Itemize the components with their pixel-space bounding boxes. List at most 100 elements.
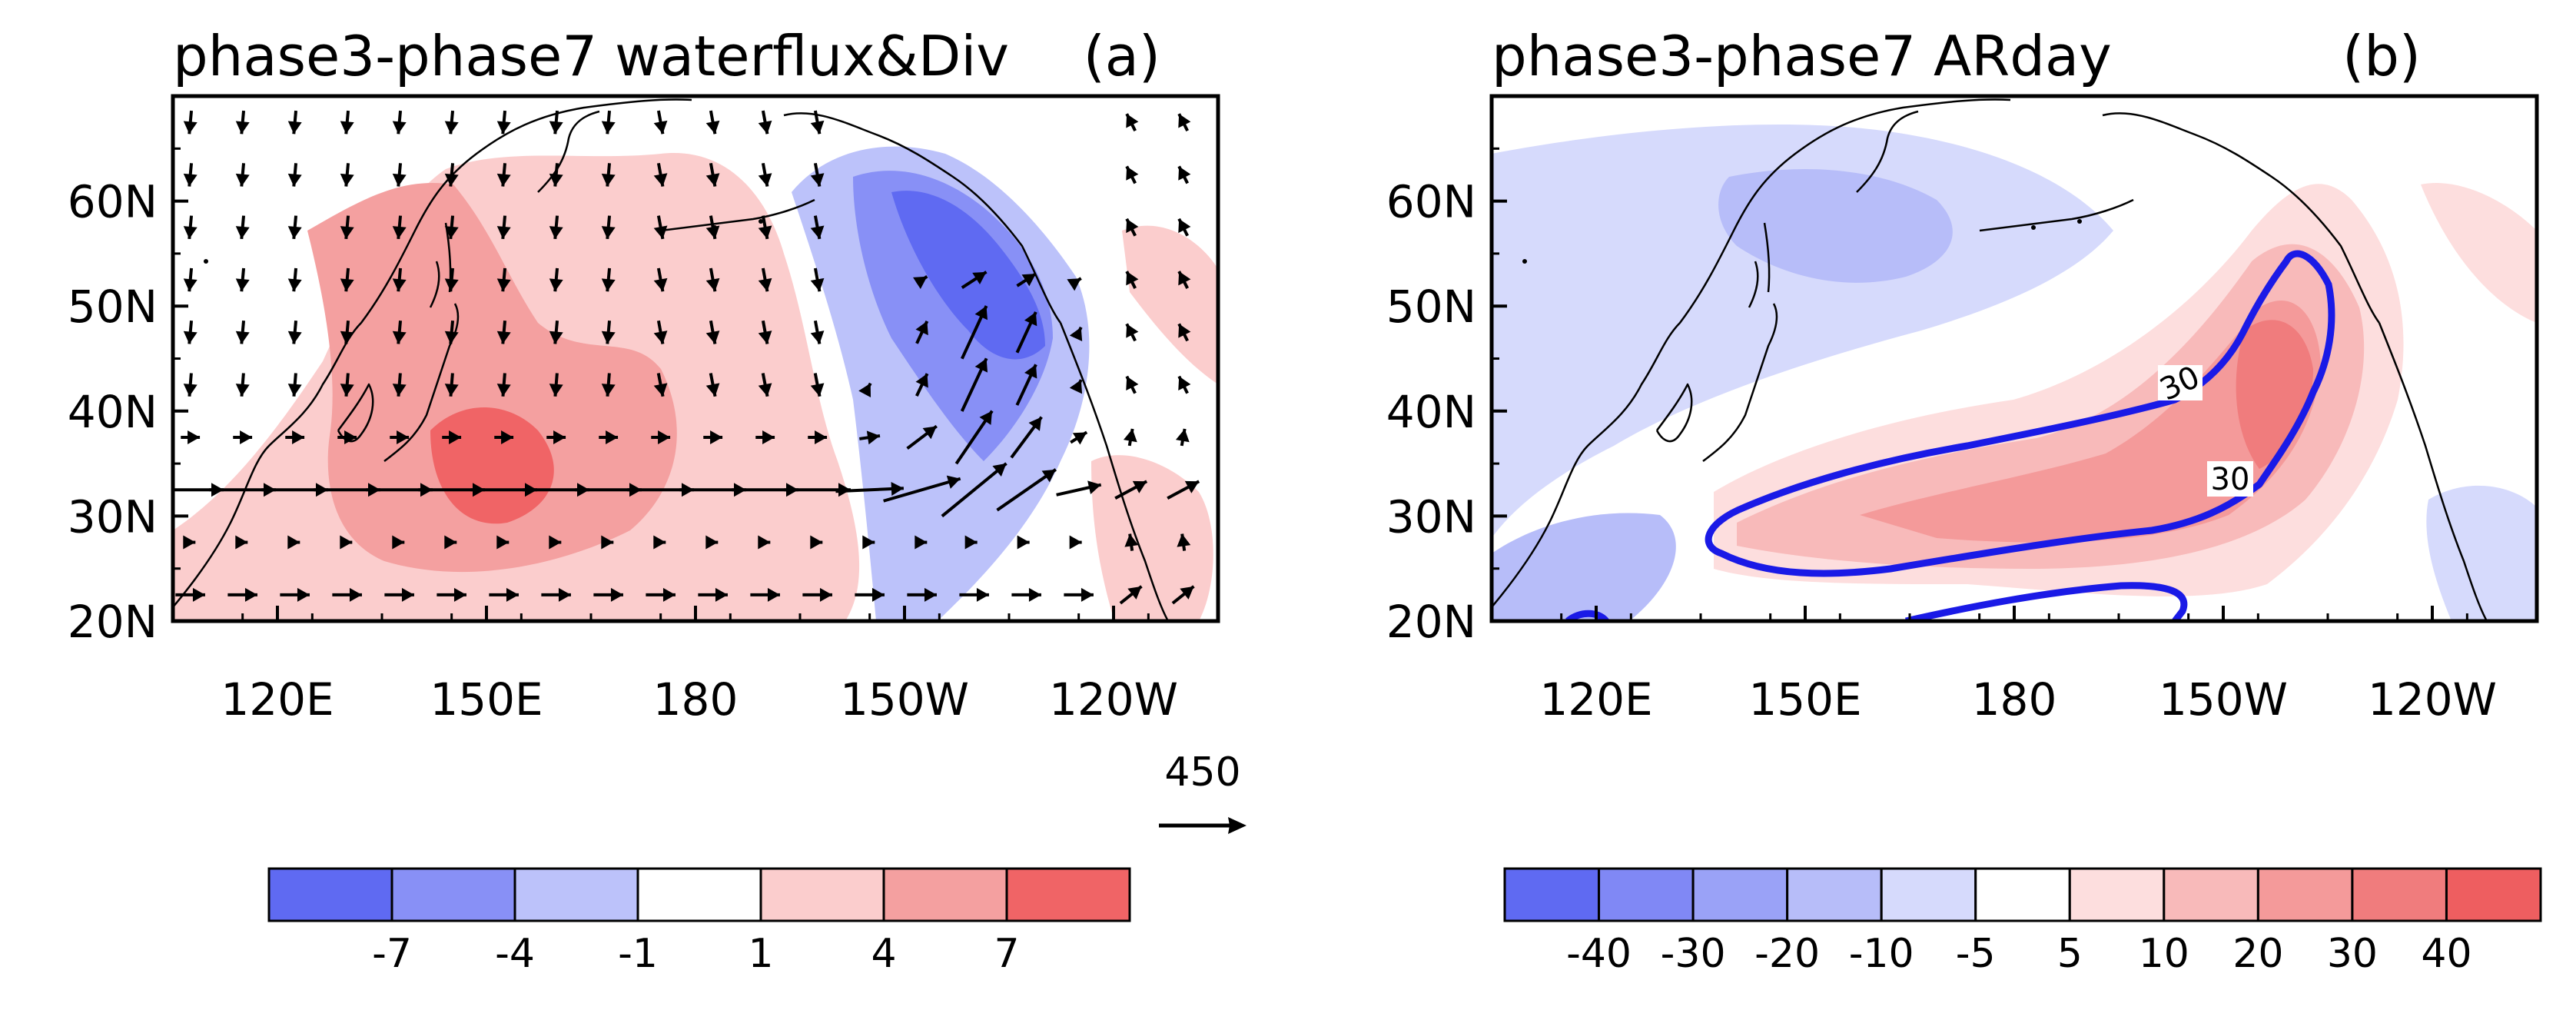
vector-arrow [489,587,519,602]
vector-arrow [755,430,775,444]
colorbar-label: 30 [2327,931,2378,977]
colorbar-label: -30 [1661,931,1726,977]
vector-arrow [496,321,511,344]
vector-arrow [549,163,563,187]
coast-japan [383,261,460,462]
vector-arrow [907,587,937,602]
colorbar-swatch [2445,867,2542,922]
vector-arrow [996,468,1057,512]
vector-arrow [758,162,772,187]
coast-asia [1492,98,2011,608]
vector-arrow [287,267,302,292]
vector-arrow [601,535,614,550]
reference-vector-head [1228,817,1247,834]
field-positive-east [1122,225,1218,384]
vector-arrow [1069,379,1083,394]
vector-arrow [392,535,405,550]
vector-arrow [1069,326,1083,342]
vector-arrow [651,430,671,444]
vector-arrow [444,163,459,187]
panel-a-label: (a) [1084,24,1160,88]
vector-arrow [653,162,668,187]
x-tick-label: 120W [1049,673,1178,726]
field-negative-north-core [1718,169,1953,283]
vector-arrow [392,321,407,344]
vector-arrow [758,320,772,344]
vector-arrow [1175,428,1190,447]
coast-sakhalin [1763,222,1771,293]
vector-arrow [287,163,302,187]
colorbar-label: -1 [618,931,658,977]
vector-arrow [601,321,616,344]
vector-arrow [954,410,994,465]
vector-arrow [1177,533,1191,551]
vector-arrow [941,462,1007,518]
vector-arrow [1125,165,1139,184]
vector-arrow [859,430,881,445]
colorbar-label: -40 [1566,931,1632,977]
colorbar-label: 40 [2421,931,2471,977]
vector-arrow [1125,323,1139,342]
vector-arrow [549,373,563,397]
vector-arrow [959,587,989,602]
vector-arrow [541,587,571,602]
vector-arrow [810,535,823,550]
vector-arrow [392,110,407,135]
vector-arrow [340,373,354,397]
coast-aleutians [660,198,815,232]
vector-arrow [1177,375,1191,394]
reference-vector-label: 450 [1164,749,1240,796]
panel-b-y-axis: 60N 50N 40N 30N 20N [1386,95,1507,648]
y-tick-label: 60N [68,176,158,228]
vector-arrow [337,430,357,444]
vector-arrow [183,163,198,187]
panel-a-y-axis: 60N 50N 40N 30N 20N [68,95,188,648]
vector-arrow [698,587,728,602]
vector-arrow [235,163,250,187]
coast-na-west [1059,322,1170,621]
vector-arrow [1125,113,1139,132]
vector-arrow [653,535,666,550]
colorbar-label: -20 [1754,931,1820,977]
vector-arrow [340,321,354,344]
vector-arrow [390,430,410,444]
vector-arrow [653,267,668,292]
vector-arrow [906,424,938,450]
panel-a-vector-field [173,110,1200,605]
coast-island [204,259,208,264]
colorbar-label: 4 [871,931,896,977]
vector-arrow [496,163,511,187]
colorbar-swatch [636,867,762,922]
vector-arrow [883,475,961,503]
vector-arrow [758,535,771,550]
reference-vector: 450 [1159,749,1247,834]
x-tick-label: 150W [2159,673,2288,726]
vector-arrow [964,535,978,550]
vector-arrow [175,587,205,602]
coast-korea [337,383,374,443]
vector-arrow [705,535,719,550]
vector-arrow [444,215,459,240]
panel-a-colorbar: -7 -4 -1 1 4 7 [267,867,1131,977]
vector-arrow [835,481,904,496]
colorbar-swatch [1974,867,2071,922]
vector-arrow [332,587,362,602]
vector-arrow [1125,218,1139,237]
coast-korea [1655,383,1693,443]
vector-arrow [810,215,825,240]
vector-arrow [496,535,510,550]
colorbar-swatch [1598,867,1695,922]
panel-a-coastlines [173,98,1170,621]
field-negative-southeast [2426,485,2537,621]
vector-arrow [287,535,300,550]
vector-arrow [913,275,928,289]
vector-arrow [496,215,511,240]
vector-arrow [1125,375,1139,394]
vector-arrow [862,535,875,550]
vector-arrow [442,430,462,444]
vector-arrow [1015,364,1037,406]
contour-30-main [1705,250,2335,577]
x-tick-label: 120W [2368,673,2497,726]
vector-arrow [227,587,257,602]
